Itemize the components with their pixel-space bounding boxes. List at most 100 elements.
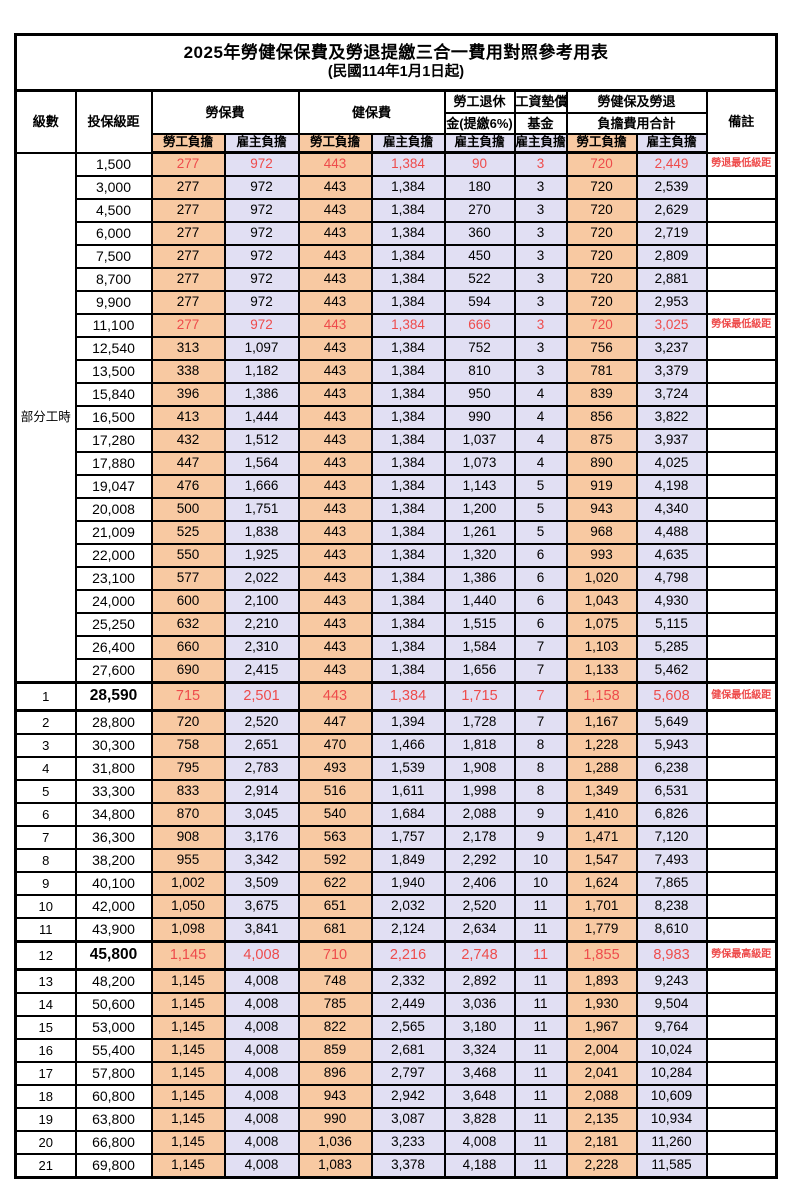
fee-cell: 443 — [297, 198, 373, 223]
title-cell: 2025年勞健保保費及勞退提繳三合一費用對照參考用表 (民國114年1月1日起) — [14, 33, 778, 92]
subheader-total-employer-share: 雇主負擔 — [635, 133, 708, 154]
fee-cell: 3,937 — [635, 428, 708, 453]
remark-cell — [705, 1153, 778, 1179]
fee-cell: 720 — [565, 151, 638, 177]
fee-cell: 4,008 — [223, 940, 300, 971]
fee-cell: 2,651 — [223, 733, 300, 758]
remark-cell: 勞保最低級距 — [705, 313, 778, 338]
bracket-cell: 69,800 — [74, 1153, 153, 1179]
table-row: 4,500 277 972 443 1,384 270 3 720 2,629 — [16, 198, 778, 223]
fee-cell: 748 — [297, 968, 373, 994]
fee-cell: 1,384 — [370, 566, 446, 591]
fee-cell: 443 — [297, 497, 373, 522]
fee-cell: 10 — [513, 848, 568, 873]
bracket-cell: 25,250 — [74, 612, 153, 637]
fee-cell: 2,292 — [443, 848, 516, 873]
table-row: 11 43,900 1,098 3,841 681 2,124 2,634 11 1,779 8,… — [14, 917, 778, 943]
fee-cell: 1,893 — [565, 968, 638, 994]
fee-cell: 396 — [150, 382, 226, 407]
fee-cell: 2,415 — [223, 658, 300, 684]
table-row: 12 45,800 1,145 4,008 710 2,216 2,748 11 1,855 8,… — [14, 940, 778, 971]
fee-cell: 720 — [565, 244, 638, 269]
fee-cell: 972 — [223, 313, 300, 338]
fee-cell: 11,260 — [635, 1130, 708, 1155]
fee-cell: 919 — [565, 474, 638, 499]
fee-cell: 2,004 — [565, 1038, 638, 1063]
fee-cell: 540 — [297, 802, 373, 827]
col-header-pension-line1: 勞工退休 — [443, 89, 516, 114]
fee-cell: 516 — [297, 779, 373, 804]
fee-cell: 1,666 — [223, 474, 300, 499]
fee-cell: 447 — [297, 709, 373, 735]
bracket-cell: 43,900 — [74, 917, 153, 943]
level-cell: 18 — [14, 1084, 77, 1109]
fee-cell: 972 — [223, 198, 300, 223]
fee-cell: 908 — [150, 825, 226, 850]
fee-cell: 2,022 — [223, 566, 300, 591]
remark-cell — [705, 779, 778, 804]
fee-cell: 2,449 — [635, 151, 708, 177]
table-row: 3 30,300 758 2,651 470 1,466 1,818 8 1,228 5,943 — [14, 733, 778, 758]
fee-cell: 4 — [513, 451, 568, 476]
fee-cell: 443 — [297, 635, 373, 660]
fee-cell: 950 — [443, 382, 516, 407]
fee-cell: 715 — [150, 681, 226, 712]
fee-cell: 1,384 — [370, 497, 446, 522]
fee-cell: 443 — [297, 405, 373, 430]
fee-cell: 443 — [297, 382, 373, 407]
bracket-cell: 33,300 — [74, 779, 153, 804]
bracket-cell: 12,540 — [74, 336, 153, 361]
fee-cell: 1,145 — [150, 1130, 226, 1155]
fee-cell: 2,501 — [223, 681, 300, 712]
fee-cell: 3 — [513, 221, 568, 246]
fee-cell: 7 — [513, 635, 568, 660]
remark-cell — [705, 336, 778, 361]
fee-cell: 795 — [150, 756, 226, 781]
fee-cell: 1,471 — [565, 825, 638, 850]
header-row-3: 勞工負擔 雇主負擔 勞工負擔 雇主負擔 雇主負擔 雇主負擔 勞工負擔 雇主負擔 — [16, 133, 777, 154]
fee-cell: 1,564 — [223, 451, 300, 476]
fee-cell: 2,783 — [223, 756, 300, 781]
fee-cell: 4,488 — [635, 520, 708, 545]
remark-cell — [705, 428, 778, 453]
table-row: 19,047 476 1,666 443 1,384 1,143 5 919 4,198 — [16, 474, 778, 499]
bracket-cell: 20,008 — [74, 497, 153, 522]
fee-cell: 1,384 — [370, 244, 446, 269]
fee-cell: 2,809 — [635, 244, 708, 269]
fee-cell: 2,953 — [635, 290, 708, 315]
fee-cell: 313 — [150, 336, 226, 361]
fee-cell: 8 — [513, 756, 568, 781]
table-row: 13 48,200 1,145 4,008 748 2,332 2,892 11 1,893 9,… — [14, 968, 778, 994]
fee-cell: 2,881 — [635, 267, 708, 292]
table-row: 17,280 432 1,512 443 1,384 1,037 4 875 3,937 — [16, 428, 778, 453]
fee-cell: 413 — [150, 405, 226, 430]
bracket-cell: 11,100 — [74, 313, 153, 338]
fee-cell: 1,384 — [370, 198, 446, 223]
fee-cell: 1,624 — [565, 871, 638, 896]
fee-cell: 4,930 — [635, 589, 708, 614]
fee-cell: 5,608 — [635, 681, 708, 712]
fee-cell: 5 — [513, 474, 568, 499]
fee-cell: 1,384 — [370, 290, 446, 315]
fee-cell: 1,167 — [565, 709, 638, 735]
remark-cell: 勞保最高級距 — [705, 940, 778, 971]
remark-cell — [705, 290, 778, 315]
fee-cell: 9,764 — [635, 1015, 708, 1040]
fee-cell: 443 — [297, 359, 373, 384]
level-cell: 10 — [14, 894, 77, 919]
fee-cell: 1,261 — [443, 520, 516, 545]
bracket-cell: 19,047 — [74, 474, 153, 499]
fee-cell: 360 — [443, 221, 516, 246]
bracket-cell: 38,200 — [74, 848, 153, 873]
col-header-labor-insurance: 勞保費 — [150, 89, 300, 135]
remark-cell — [705, 968, 778, 994]
level-cell: 8 — [14, 848, 77, 873]
fee-cell: 2,520 — [443, 894, 516, 919]
fee-cell: 943 — [297, 1084, 373, 1109]
subheader-pension-employer-share: 雇主負擔 — [443, 133, 516, 154]
fee-cell: 550 — [150, 543, 226, 568]
col-header-wage-fund-line1: 工資墊償 — [513, 89, 568, 114]
fee-cell: 522 — [443, 267, 516, 292]
fee-cell: 1,384 — [370, 520, 446, 545]
fee-cell: 810 — [443, 359, 516, 384]
